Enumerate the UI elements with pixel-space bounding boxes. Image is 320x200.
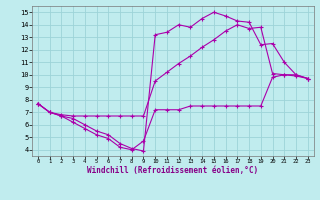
X-axis label: Windchill (Refroidissement éolien,°C): Windchill (Refroidissement éolien,°C) — [87, 166, 258, 175]
